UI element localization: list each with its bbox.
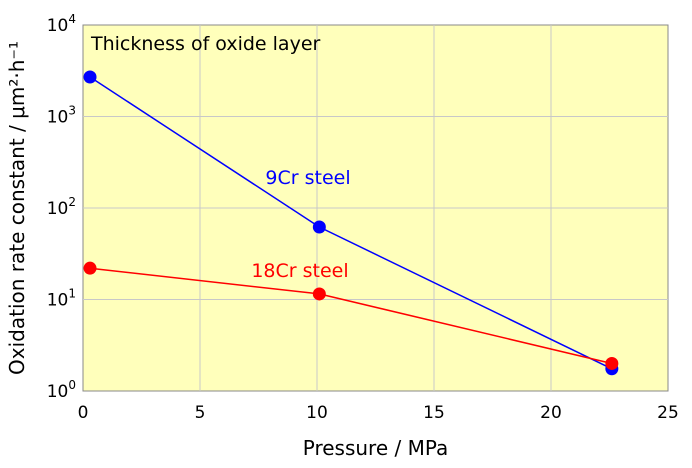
data-point-18cr-steel xyxy=(605,356,619,370)
y-tick-label: 103 xyxy=(47,104,76,128)
y-axis-label: Oxidation rate constant / μm²·h⁻¹ xyxy=(5,41,29,375)
x-tick-label: 10 xyxy=(306,403,328,423)
y-tick-label: 102 xyxy=(47,195,76,219)
x-tick-label: 25 xyxy=(657,403,679,423)
x-tick-label: 0 xyxy=(78,403,89,423)
y-tick-labels: 100 101 102 103 104 xyxy=(47,12,76,402)
series-label-9cr-steel: 9Cr steel xyxy=(265,167,350,189)
data-point-18cr-steel xyxy=(312,287,326,301)
x-tick-label: 15 xyxy=(423,403,445,423)
series-label-18cr-steel: 18Cr steel xyxy=(251,260,348,282)
y-tick-label: 101 xyxy=(47,287,76,311)
x-tick-labels: 0 5 10 15 20 25 xyxy=(78,403,679,423)
grid xyxy=(83,25,668,391)
x-tick-label: 20 xyxy=(540,403,562,423)
data-point-18cr-steel xyxy=(83,261,97,275)
series-layer: 9Cr steel 18Cr steel xyxy=(83,70,619,376)
chart-title: Thickness of oxide layer xyxy=(90,33,321,55)
x-axis-label: Pressure / MPa xyxy=(303,436,449,460)
y-tick-label: 100 xyxy=(47,378,76,402)
data-point-9cr-steel xyxy=(83,70,97,84)
x-tick-label: 5 xyxy=(195,403,206,423)
data-point-9cr-steel xyxy=(312,220,326,234)
y-tick-label: 104 xyxy=(47,12,76,36)
